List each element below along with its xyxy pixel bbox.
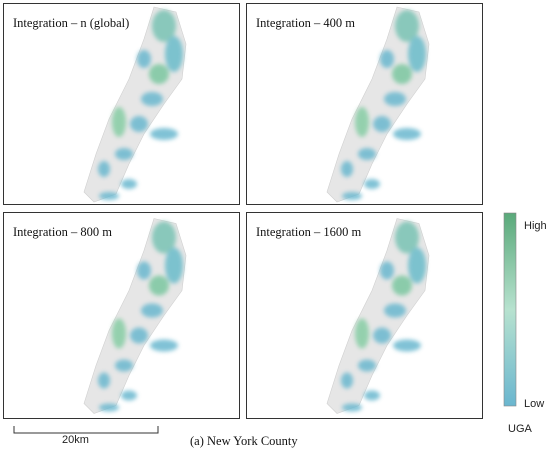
map — [4, 213, 239, 418]
legend-bar — [503, 212, 517, 407]
map-panel: Integration – n (global) — [3, 3, 240, 205]
panel-title: Integration – 1600 m — [256, 225, 362, 239]
map — [247, 213, 482, 418]
panel-title: Integration – n (global) — [13, 16, 130, 30]
map-panel: Integration – 800 m — [3, 212, 240, 419]
scale-label: 20km — [62, 434, 89, 446]
scale-bar — [13, 426, 159, 434]
legend-high: High — [524, 220, 547, 232]
map-panel: Integration – 400 m — [246, 3, 483, 205]
map — [4, 4, 239, 204]
panel-title: Integration – 800 m — [13, 225, 112, 239]
legend-title: UGA — [508, 423, 532, 435]
legend-low: Low — [524, 398, 545, 410]
caption: (a) New York County — [190, 434, 298, 448]
map — [247, 4, 482, 204]
map-panel: Integration – 1600 m — [246, 212, 483, 419]
panel-title: Integration – 400 m — [256, 16, 355, 30]
